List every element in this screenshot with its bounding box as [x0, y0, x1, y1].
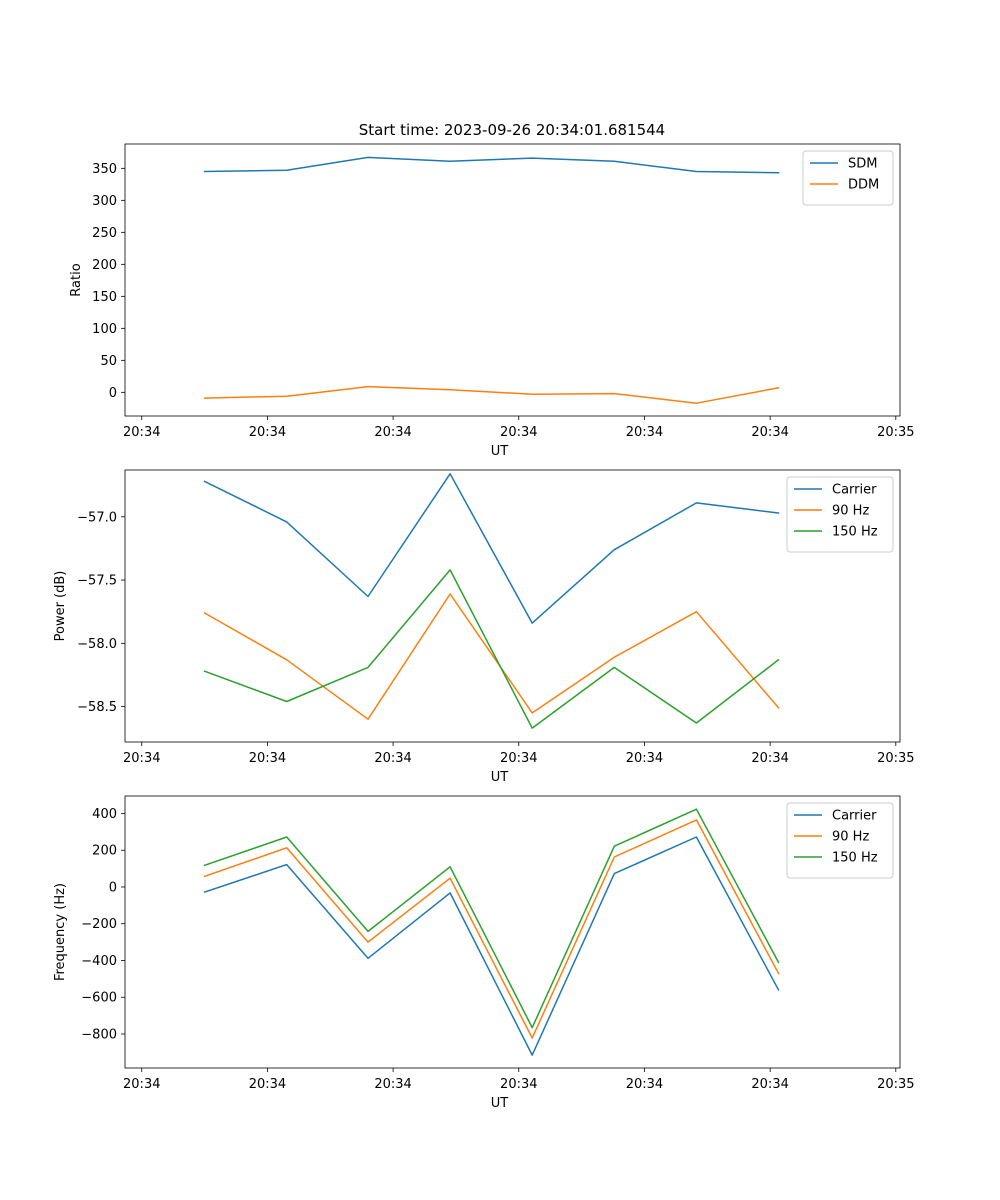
y-tick-label: −400: [81, 954, 117, 969]
series-line-90-hz: [203, 593, 780, 720]
series-line-carrier: [203, 473, 780, 624]
y-tick-label: −58.5: [77, 700, 117, 715]
legend-label: 150 Hz: [832, 851, 878, 866]
y-tick-label: 300: [92, 194, 117, 209]
x-tick-label: 20:34: [500, 1077, 537, 1092]
x-tick-label: 20:34: [249, 751, 286, 766]
legend-box: [786, 476, 894, 553]
x-axis-label: UT: [491, 1096, 509, 1111]
x-tick-label: 20:34: [249, 425, 286, 440]
legend: Carrier 90 Hz 150 Hz: [786, 476, 894, 553]
legend-box: [802, 150, 894, 206]
y-tick-label: −57.5: [77, 574, 117, 589]
panel-2: 20:34 20:34 20:34 20:34 20:34 20:34 20:35 −58.5…: [53, 469, 915, 785]
panel-1: 20:34 20:34 20:34 20:34 20:34 20:34 20:35 0 50 10…: [69, 143, 915, 459]
x-tick-label: 20:34: [751, 751, 788, 766]
chart-panels: 20:34 20:34 20:34 20:34 20:34 20:34 20:35 0 50 10…: [53, 143, 915, 1111]
legend-label: DDM: [848, 178, 879, 193]
x-axis-label: UT: [491, 444, 509, 459]
legend-label: 90 Hz: [832, 830, 869, 845]
y-tick-label: −58.0: [77, 637, 117, 652]
x-axis-label: UT: [491, 770, 509, 785]
y-axis-label: Power (dB): [53, 571, 68, 642]
legend: SDM DDM: [802, 150, 894, 206]
y-tick-label: 200: [92, 258, 117, 273]
y-tick-label: 0: [109, 880, 117, 895]
series-line-90-hz: [203, 819, 780, 1039]
legend-label: 150 Hz: [832, 525, 878, 540]
y-tick-label: 200: [92, 844, 117, 859]
y-tick-label: −57.0: [77, 510, 117, 525]
series-line-150-hz: [203, 569, 780, 729]
x-tick-label: 20:34: [500, 751, 537, 766]
x-tick-label: 20:34: [123, 1077, 160, 1092]
x-tick-label: 20:34: [374, 1077, 411, 1092]
legend-label: SDM: [848, 157, 877, 172]
x-tick-label: 20:34: [123, 751, 160, 766]
x-tick-label: 20:34: [500, 425, 537, 440]
panel-3: 20:34 20:34 20:34 20:34 20:34 20:34 20:35 −800 −…: [53, 795, 915, 1111]
axes-frame: [124, 795, 901, 1069]
axes-frame: [124, 469, 901, 743]
x-tick-label: 20:34: [626, 425, 663, 440]
x-tick-label: 20:34: [249, 1077, 286, 1092]
series-line-ddm: [203, 385, 780, 404]
x-tick-label: 20:34: [751, 425, 788, 440]
x-tick-label: 20:34: [374, 425, 411, 440]
y-axis-label: Frequency (Hz): [53, 883, 68, 981]
y-tick-label: −600: [81, 991, 117, 1006]
x-tick-label: 20:35: [877, 1077, 914, 1092]
y-tick-label: 250: [92, 226, 117, 241]
legend: Carrier 90 Hz 150 Hz: [786, 802, 894, 879]
chart-title: Start time: 2023-09-26 20:34:01.681544: [359, 121, 665, 139]
axes-frame: [124, 143, 901, 417]
y-tick-label: 50: [100, 354, 117, 369]
x-tick-label: 20:34: [626, 751, 663, 766]
x-tick-label: 20:35: [877, 751, 914, 766]
legend-box: [786, 802, 894, 879]
legend-label: Carrier: [832, 483, 877, 498]
x-tick-label: 20:34: [374, 751, 411, 766]
legend-label: Carrier: [832, 809, 877, 824]
y-axis-label: Ratio: [69, 263, 84, 296]
y-tick-label: 100: [92, 322, 117, 337]
legend-label: 90 Hz: [832, 504, 869, 519]
x-tick-label: 20:34: [123, 425, 160, 440]
x-tick-label: 20:34: [626, 1077, 663, 1092]
y-tick-label: 350: [92, 162, 117, 177]
y-tick-label: −200: [81, 917, 117, 932]
y-tick-label: 150: [92, 290, 117, 305]
series-line-sdm: [203, 156, 780, 174]
series-line-carrier: [203, 836, 780, 1056]
x-tick-label: 20:34: [751, 1077, 788, 1092]
x-tick-label: 20:35: [877, 425, 914, 440]
y-tick-label: −800: [81, 1028, 117, 1043]
series-line-150-hz: [203, 808, 780, 1029]
y-tick-label: 400: [92, 807, 117, 822]
y-tick-label: 0: [109, 386, 117, 401]
